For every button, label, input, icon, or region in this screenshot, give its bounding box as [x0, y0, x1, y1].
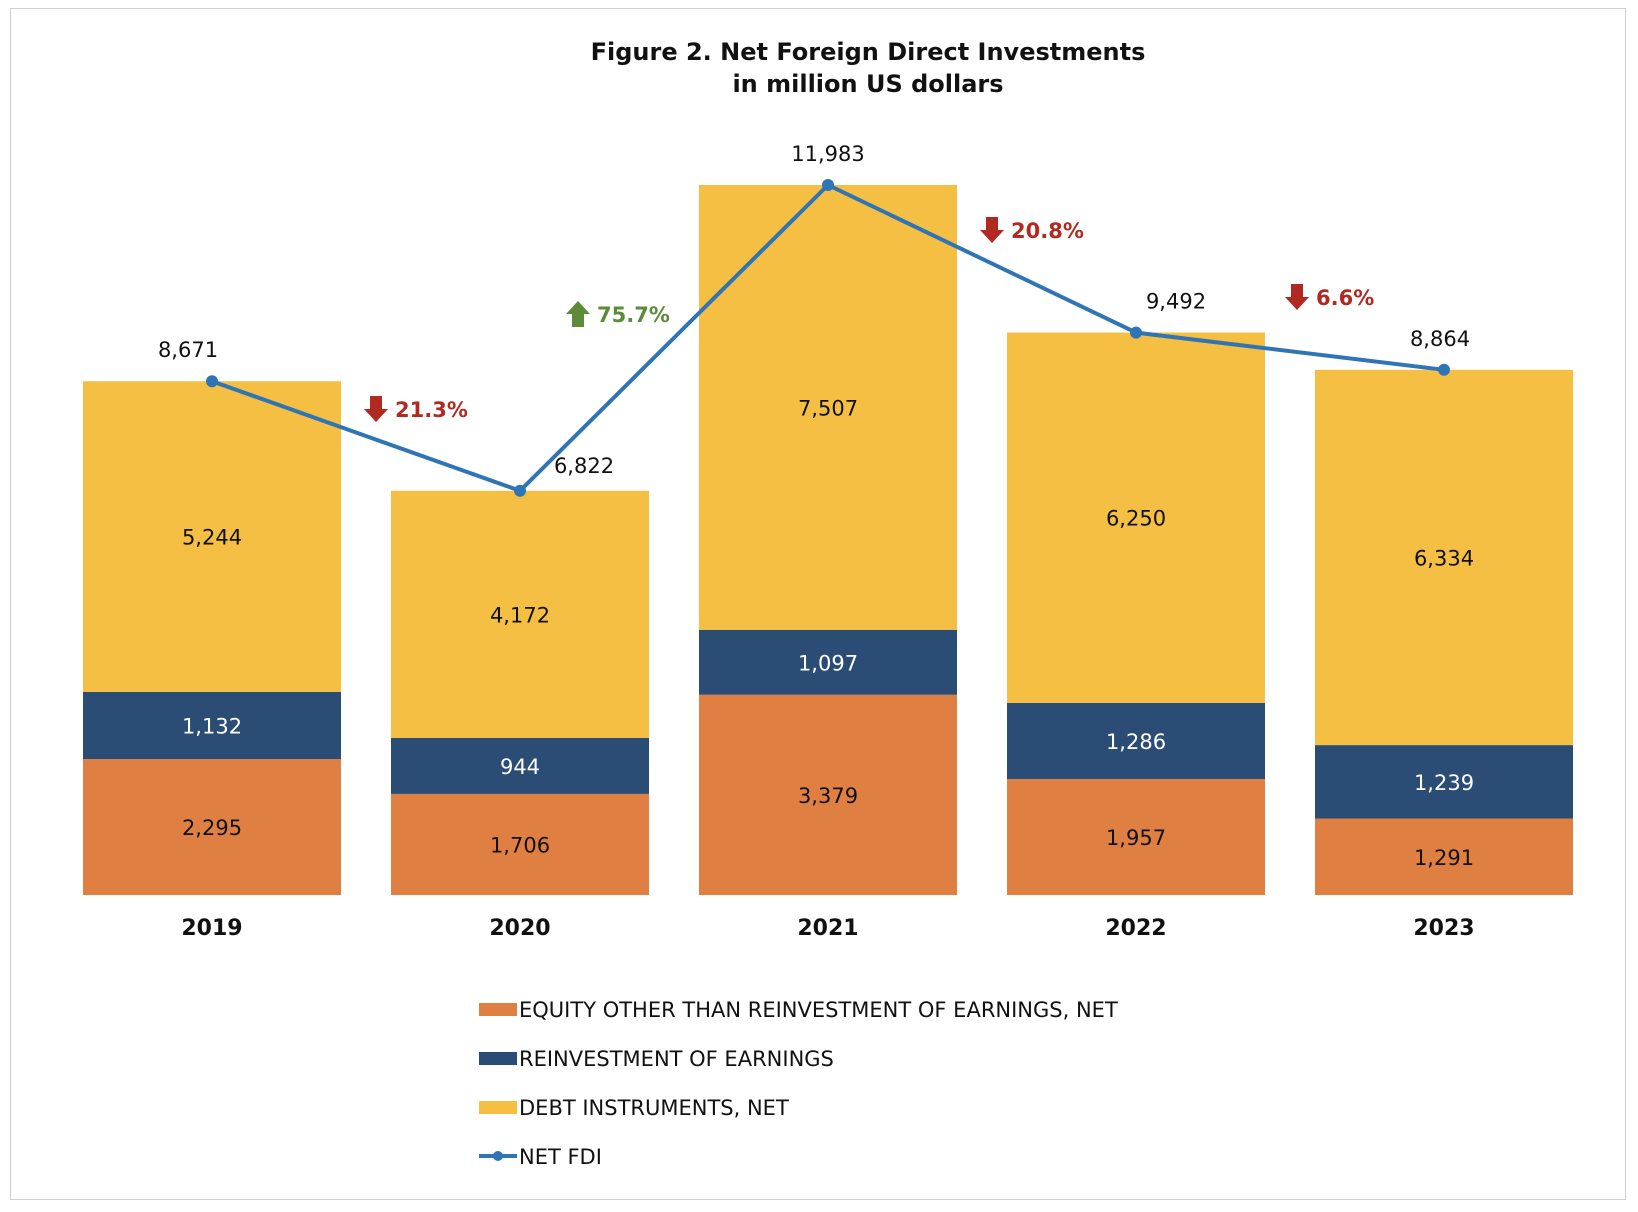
net-fdi-label-2022: 9,492	[1146, 290, 1206, 314]
arrow-up-icon-1	[566, 301, 590, 327]
bar-segment-1-2022	[1007, 702, 1265, 780]
change-label-0: 21.3%	[395, 398, 468, 422]
data-label-2-2021: 7,507	[798, 396, 858, 420]
arrow-down-icon-0	[364, 396, 388, 422]
x-axis: 2019 2020 2021 2022 2023	[181, 916, 1474, 941]
net-fdi-label-2021: 11,983	[791, 142, 864, 166]
data-label-2-2020: 4,172	[490, 603, 550, 627]
bar-segment-2-2019	[83, 381, 341, 692]
data-label-1-2022: 1,286	[1106, 730, 1166, 754]
legend-label-1: REINVESTMENT OF EARNINGS	[519, 1047, 834, 1071]
bar-segment-2-2022	[1007, 332, 1265, 703]
net-fdi-point-2023	[1438, 363, 1450, 376]
data-label-0-2019: 2,295	[182, 816, 242, 840]
legend-marker-3	[493, 1151, 503, 1161]
x-tick-label-2019: 2019	[181, 916, 242, 941]
legend-swatch-1	[479, 1052, 517, 1065]
chart-title: Figure 2. Net Foreign Direct Investments	[591, 38, 1146, 66]
data-label-1-2021: 1,097	[798, 651, 858, 675]
bar-segment-2-2023	[1315, 369, 1573, 746]
data-label-2-2019: 5,244	[182, 526, 242, 550]
net-fdi-point-2022	[1130, 326, 1142, 339]
line-layer: 8,671 6,822 11,983 9,492 8,864	[158, 142, 1470, 497]
legend-swatch-0	[479, 1003, 517, 1016]
legend-label-0: EQUITY OTHER THAN REINVESTMENT OF EARNIN…	[519, 998, 1118, 1022]
data-label-1-2019: 1,132	[182, 714, 242, 738]
legend-swatch-2	[479, 1101, 517, 1114]
legend: EQUITY OTHER THAN REINVESTMENT OF EARNIN…	[479, 998, 1118, 1169]
net-fdi-label-2020: 6,822	[554, 454, 614, 478]
bar-segment-0-2023	[1315, 818, 1573, 895]
data-label-1-2020: 944	[500, 755, 540, 779]
data-label-2-2023: 6,334	[1414, 546, 1474, 570]
net-fdi-point-2021	[822, 179, 834, 191]
data-label-0-2020: 1,706	[490, 833, 550, 857]
change-label-2: 20.8%	[1011, 219, 1084, 243]
x-tick-label-2020: 2020	[489, 916, 550, 941]
bar-segment-1-2023	[1315, 745, 1573, 819]
net-fdi-label-2019: 8,671	[158, 338, 218, 362]
x-tick-label-2021: 2021	[797, 916, 858, 941]
chart-subtitle: in million US dollars	[732, 70, 1003, 98]
data-label-0-2022: 1,957	[1106, 826, 1166, 850]
legend-label-3: NET FDI	[519, 1145, 602, 1169]
bar-segment-2-2020	[391, 490, 649, 738]
data-label-2-2022: 6,250	[1106, 507, 1166, 531]
bar-segment-0-2019	[83, 759, 341, 895]
legend-label-2: DEBT INSTRUMENTS, NET	[519, 1096, 789, 1120]
bar-segment-0-2020	[391, 793, 649, 895]
bar-segment-1-2021	[699, 629, 957, 695]
x-tick-label-2022: 2022	[1105, 916, 1166, 941]
data-label-0-2021: 3,379	[798, 784, 858, 808]
net-fdi-point-2020	[514, 484, 526, 497]
bar-segment-0-2021	[699, 694, 957, 895]
arrow-down-icon-3	[1285, 284, 1309, 310]
change-label-3: 6.6%	[1316, 286, 1374, 310]
change-label-1: 75.7%	[597, 303, 670, 327]
bar-segment-1-2019	[83, 691, 341, 760]
bar-segment-2-2021	[699, 185, 957, 630]
bar-segment-0-2022	[1007, 779, 1265, 895]
bars-layer: 2,295 1,132 5,244 1,706 944 4,172 3,379 1,097 7,…	[83, 185, 1573, 895]
data-label-1-2023: 1,239	[1414, 771, 1474, 795]
x-tick-label-2023: 2023	[1413, 916, 1474, 941]
net-fdi-label-2023: 8,864	[1410, 327, 1470, 351]
data-label-0-2023: 1,291	[1414, 846, 1474, 870]
annotations-layer: 21.3% 75.7% 20.8% 6.6%	[364, 217, 1374, 422]
arrow-down-icon-2	[980, 217, 1004, 243]
net-fdi-point-2019	[206, 375, 218, 388]
bar-segment-1-2020	[391, 737, 649, 794]
